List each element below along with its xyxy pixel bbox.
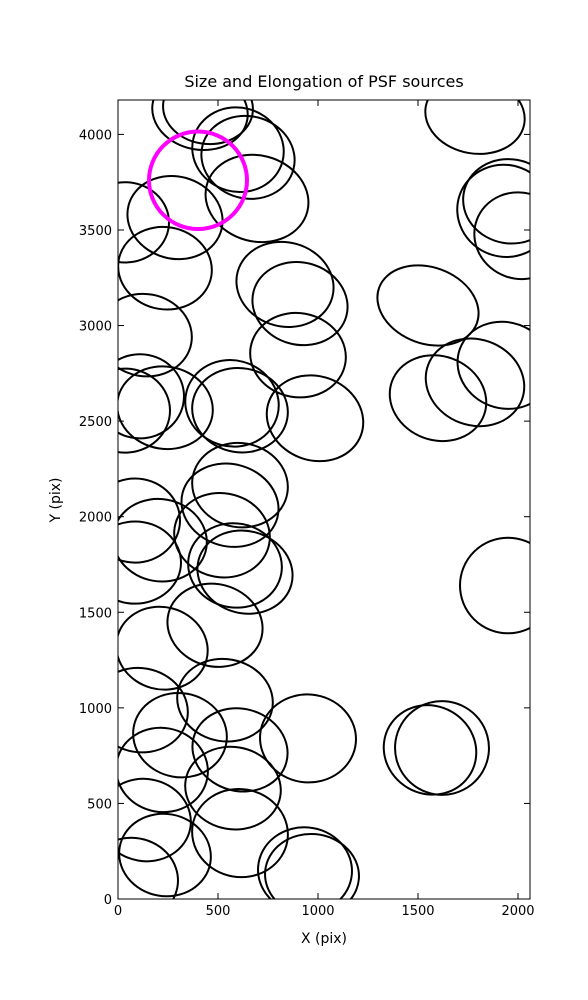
x-axis-label: X (pix)	[301, 931, 347, 947]
psf-ellipse	[118, 353, 185, 440]
psf-ellipse	[118, 497, 208, 583]
psf-ellipse	[264, 832, 360, 899]
psf-ellipse	[456, 163, 530, 258]
psf-ellipse	[394, 700, 490, 796]
y-tick-label: 3000	[79, 320, 112, 335]
y-tick-label: 4000	[79, 128, 112, 143]
psf-ellipse	[173, 492, 271, 579]
psf-ellipse	[191, 441, 289, 529]
y-tick-label: 3500	[79, 224, 112, 239]
y-tick-label: 1000	[79, 702, 112, 717]
y-tick-label: 2000	[79, 511, 112, 526]
psf-ellipse	[118, 836, 179, 899]
psf-ellipse	[187, 522, 283, 609]
psf-ellipse	[191, 787, 289, 879]
psf-ellipse	[473, 191, 530, 281]
psf-ellipse	[118, 181, 170, 264]
y-tick-label: 2500	[79, 415, 112, 430]
psf-ellipse	[166, 582, 264, 668]
psf-ellipse	[251, 260, 349, 347]
psf-ellipse	[180, 462, 280, 548]
psf-ellipse	[196, 529, 294, 615]
y-tick-label: 1500	[79, 606, 112, 621]
psf-ellipse	[382, 704, 478, 796]
psf-ellipse	[257, 826, 353, 899]
psf-ellipse	[118, 777, 192, 863]
psf-ellipse	[118, 605, 209, 691]
y-tick-label: 500	[87, 797, 112, 812]
psf-ellipse	[259, 693, 357, 784]
y-axis-label: Y (pix)	[48, 478, 64, 524]
psf-ellipse	[376, 264, 480, 347]
psf-ellipse	[191, 366, 289, 454]
psf-ellipse	[424, 337, 526, 428]
psf-ellipse	[126, 174, 224, 261]
psf-ellipse	[388, 354, 488, 443]
psf-ellipse	[456, 320, 530, 410]
psf-ellipse	[118, 812, 212, 898]
psf-ellipse	[204, 153, 310, 244]
psf-ellipse	[118, 292, 193, 378]
psf-ellipse	[249, 311, 347, 399]
axes-frame	[117, 99, 531, 900]
x-tick-label: 0	[114, 904, 122, 919]
psf-ellipse	[459, 536, 530, 635]
psf-ellipse	[118, 726, 209, 814]
y-tick-label: 0	[104, 893, 112, 908]
highlight-circle	[147, 129, 249, 232]
psf-ellipse	[118, 477, 181, 564]
x-tick-label: 1000	[301, 904, 334, 919]
psf-ellipse	[162, 100, 254, 146]
psf-ellipse	[184, 745, 282, 831]
plot-area	[118, 100, 530, 899]
x-tick-label: 500	[206, 904, 231, 919]
psf-ellipse	[118, 666, 189, 754]
psf-ellipse	[132, 691, 228, 779]
psf-ellipse	[118, 225, 213, 311]
psf-ellipse	[118, 367, 171, 454]
psf-ellipse	[118, 520, 182, 605]
psf-ellipse	[424, 100, 526, 155]
psf-ellipse	[235, 240, 335, 329]
psf-ellipse	[462, 158, 530, 245]
psf-ellipse	[151, 100, 249, 152]
psf-ellipse	[265, 374, 365, 463]
x-tick-label: 2000	[501, 904, 534, 919]
x-tick-label: 1500	[401, 904, 434, 919]
chart-title: Size and Elongation of PSF sources	[184, 72, 463, 91]
